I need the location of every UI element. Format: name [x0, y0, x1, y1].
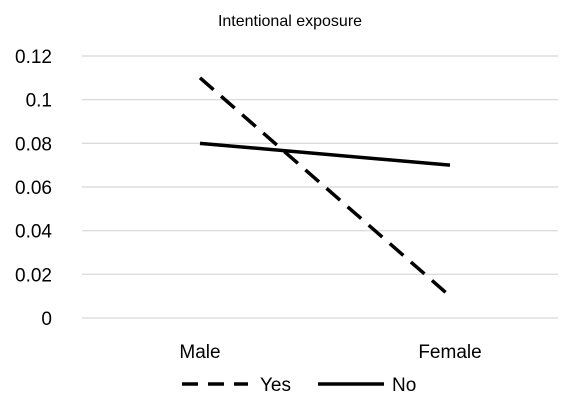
- y-tick-label-5: 0.1: [26, 91, 52, 112]
- legend-label-no: No: [392, 375, 416, 396]
- series-line-no: [199, 141, 451, 167]
- series-lines: [198, 76, 452, 298]
- x-axis-tick-labels: Male Female: [179, 342, 481, 363]
- y-tick-label-0: 0: [41, 309, 52, 330]
- y-tick-label-2: 0.04: [15, 222, 52, 243]
- y-tick-label-4: 0.08: [15, 134, 52, 155]
- legend: Yes No: [182, 375, 416, 396]
- y-tick-label-1: 0.02: [15, 265, 52, 286]
- legend-label-yes: Yes: [260, 375, 291, 396]
- x-tick-label-female: Female: [418, 342, 481, 363]
- y-axis-tick-labels: 0 0.02 0.04 0.06 0.08 0.1 0.12: [15, 47, 52, 330]
- y-tick-label-3: 0.06: [15, 178, 52, 199]
- gridlines: [82, 55, 558, 319]
- y-tick-label-6: 0.12: [15, 47, 52, 68]
- chart-title: Intentional exposure: [218, 13, 362, 30]
- x-tick-label-male: Male: [179, 342, 220, 363]
